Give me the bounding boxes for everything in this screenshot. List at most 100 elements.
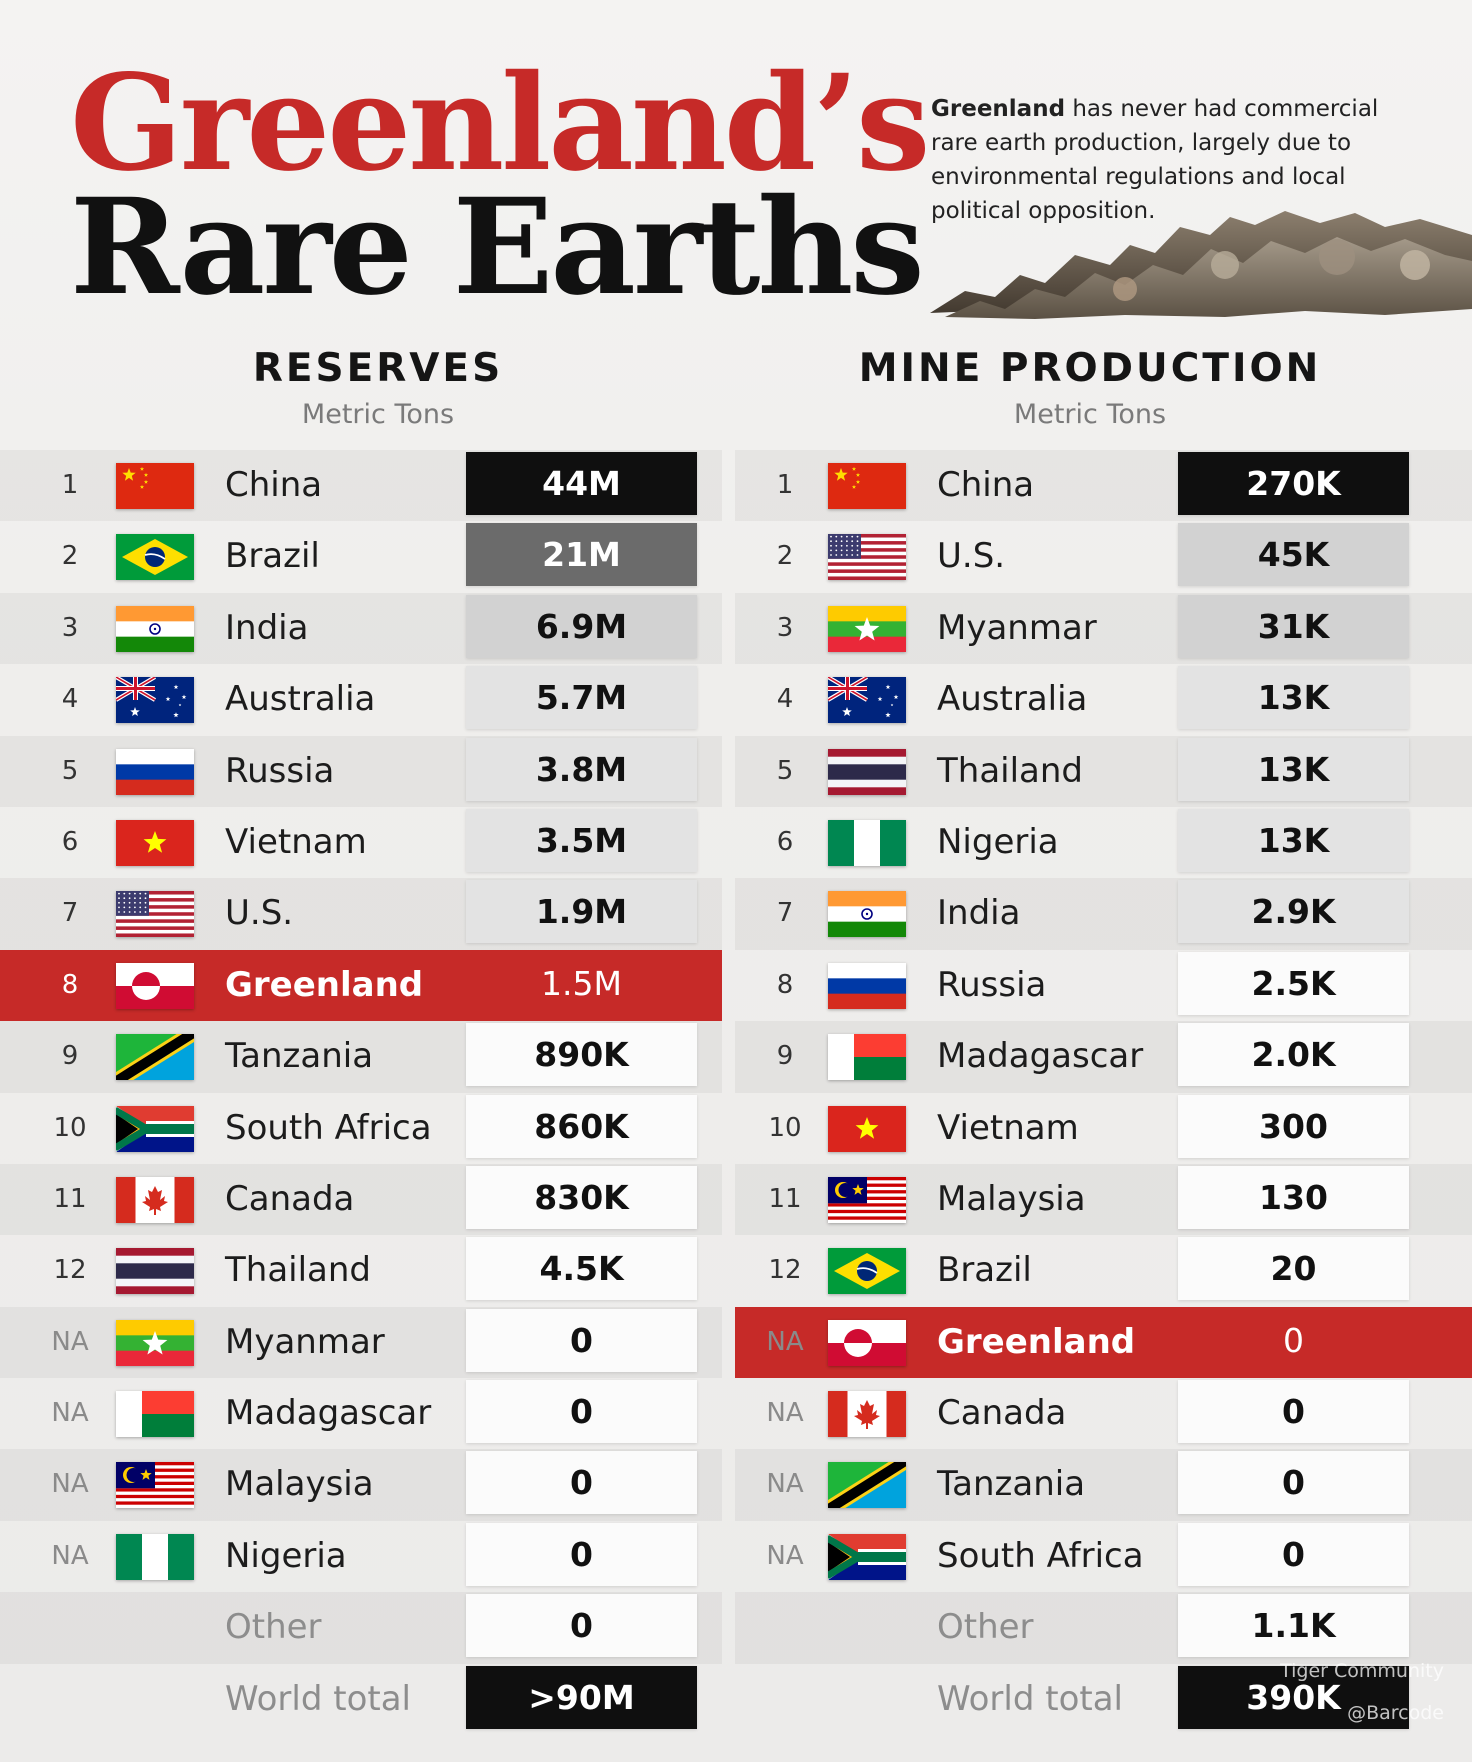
watermark-line2: @Barcode (1347, 1702, 1444, 1724)
thailand-flag-icon (116, 1248, 194, 1295)
value-cell: 300 (1178, 1094, 1409, 1158)
india-flag-icon (828, 891, 906, 938)
rank-label: 3 (776, 612, 794, 643)
country-label: U.S. (937, 536, 1006, 577)
value-cell: 3.5M (466, 808, 697, 872)
country-label: Tanzania (937, 1464, 1086, 1505)
watermark: Tiger Community @Barcode (1280, 1650, 1444, 1734)
value-cell: 0 (466, 1451, 697, 1515)
us-flag-icon (828, 534, 906, 581)
country-label: Thailand (937, 750, 1084, 791)
table-row: World total >90M (0, 1664, 722, 1735)
value-cell: 2.9K (1178, 880, 1409, 944)
rank-label: 3 (61, 612, 79, 643)
rank-label: NA (51, 1469, 89, 1500)
rank-label: 8 (61, 969, 79, 1000)
country-label: Other (225, 1607, 322, 1648)
value-cell: 0 (1178, 1522, 1409, 1586)
country-label: World total (225, 1678, 411, 1719)
intro-text: Greenland has never had commercial rare … (931, 92, 1411, 228)
rank-label: 11 (768, 1183, 802, 1214)
country-label: Canada (937, 1393, 1067, 1434)
value-cell: 31K (1178, 594, 1409, 658)
southafrica-flag-icon (828, 1533, 906, 1580)
rank-label: 7 (776, 898, 794, 929)
value-cell: 0 (1178, 1451, 1409, 1515)
table-row: 12 Thailand 4.5K (0, 1235, 722, 1306)
china-flag-icon (116, 463, 194, 509)
table-row: NA Tanzania 0 (735, 1449, 1472, 1521)
country-label: Greenland (937, 1321, 1136, 1362)
australia-flag-icon (828, 677, 906, 724)
rank-label: 1 (776, 470, 794, 500)
country-label: Tanzania (225, 1036, 374, 1077)
table-row: 1 China 44M (0, 450, 722, 522)
table-row: NA Malaysia 0 (0, 1449, 722, 1521)
value-cell: 860K (466, 1094, 697, 1158)
value-cell: 4.5K (466, 1237, 697, 1301)
table-row: NA Canada 0 (735, 1378, 1472, 1449)
value-cell: 1.5M (541, 963, 622, 1003)
rank-label: 7 (61, 898, 79, 929)
table-row: NA Greenland 0 (735, 1306, 1472, 1379)
table-row: 9 Madagascar 2.0K (735, 1021, 1472, 1093)
rank-label: NA (51, 1398, 89, 1429)
table-row: 9 Tanzania 890K (0, 1021, 722, 1093)
value-cell: 20 (1178, 1237, 1409, 1301)
greenland-flag-icon (828, 1319, 906, 1366)
table-row: 7 India 2.9K (735, 878, 1472, 950)
rank-label: 9 (776, 1041, 794, 1072)
table-row: 6 Vietnam 3.5M (0, 807, 722, 878)
australia-flag-icon (116, 677, 194, 724)
reserves-title: RESERVES (252, 346, 504, 391)
country-label: Thailand (225, 1250, 372, 1291)
vietnam-flag-icon (828, 1105, 906, 1152)
table-row: Other 0 (0, 1592, 722, 1664)
table-row: 8 Greenland 1.5M (0, 949, 722, 1022)
rank-label: 8 (776, 969, 794, 1000)
brazil-flag-icon (116, 534, 194, 581)
value-cell: 0 (1178, 1380, 1409, 1444)
table-row: 2 U.S. 45K (735, 521, 1472, 592)
country-label: Australia (225, 679, 376, 720)
greenland-flag-icon (116, 962, 194, 1009)
rank-label: 6 (61, 826, 79, 857)
madagascar-flag-icon (828, 1034, 906, 1081)
country-label: Madagascar (225, 1393, 432, 1434)
rank-label: NA (51, 1326, 89, 1357)
table-row: 5 Russia 3.8M (0, 735, 722, 807)
country-label: Vietnam (225, 821, 367, 862)
russia-flag-icon (828, 962, 906, 1009)
country-label: South Africa (225, 1107, 432, 1148)
table-row: 3 India 6.9M (0, 592, 722, 665)
country-label: Canada (225, 1178, 355, 1219)
canada-flag-icon (116, 1176, 194, 1223)
table-row: World total 390K (735, 1664, 1472, 1735)
country-label: World total (937, 1678, 1123, 1719)
country-label: Vietnam (937, 1107, 1079, 1148)
table-row: 11 Malaysia 130 (735, 1163, 1472, 1236)
rank-label: 10 (768, 1112, 802, 1143)
table-row: 6 Nigeria 13K (735, 807, 1472, 878)
value-cell: 13K (1178, 737, 1409, 801)
rank-label: 4 (776, 684, 794, 715)
rank-label: 5 (776, 755, 794, 786)
value-cell: 21M (466, 523, 697, 587)
title-line-2: Rare Earths (70, 170, 925, 325)
table-row: Other 1.1K (735, 1592, 1472, 1664)
intro-bold: Greenland (931, 96, 1066, 122)
country-label: U.S. (225, 893, 294, 934)
rank-label: NA (766, 1398, 804, 1429)
vietnam-flag-icon (116, 819, 194, 866)
tanzania-flag-icon (116, 1034, 194, 1081)
table-row: NA Nigeria 0 (0, 1521, 722, 1592)
production-subtitle: Metric Tons (1013, 399, 1167, 430)
title-line-1: Greenland’s (70, 46, 930, 201)
value-cell: 130 (1178, 1165, 1409, 1229)
value-cell: 0 (1283, 1320, 1304, 1360)
myanmar-flag-icon (828, 605, 906, 652)
country-label: Russia (225, 750, 335, 791)
production-title: MINE PRODUCTION (858, 346, 1322, 391)
table-row: 4 Australia 5.7M (0, 664, 722, 735)
canada-flag-icon (828, 1391, 906, 1438)
